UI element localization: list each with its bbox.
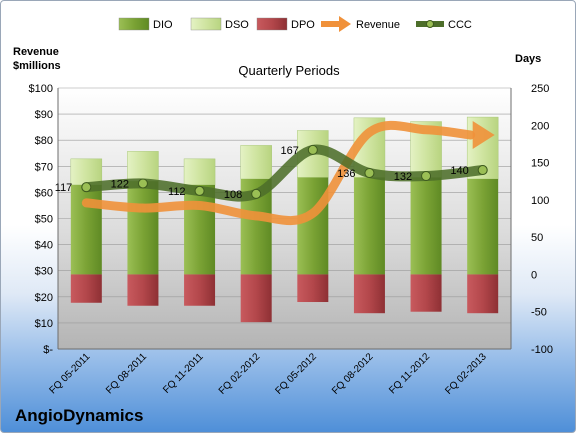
dso-bar xyxy=(240,145,272,180)
dso-bar xyxy=(183,158,216,186)
x-tick-label: FQ 11-2011 xyxy=(161,351,206,396)
ccc-point xyxy=(81,182,92,193)
y-right-tick-label: -50 xyxy=(531,307,547,319)
y-right-tick-label: 0 xyxy=(531,269,537,281)
y-right-tick-label: 150 xyxy=(531,158,549,170)
chart-title: Quarterly Periods xyxy=(238,63,340,78)
x-tick-label: FQ 08-2012 xyxy=(330,351,376,397)
y-right-tick-label: 200 xyxy=(531,120,549,132)
dpo-bar xyxy=(410,274,442,312)
ccc-point xyxy=(421,170,432,181)
y-left-tick-label: $80 xyxy=(35,135,53,147)
ccc-line xyxy=(81,144,488,202)
y-right-tick-label: 250 xyxy=(531,83,549,95)
y-left-tick-label: $30 xyxy=(35,266,53,278)
x-tick-label: FQ 02-2012 xyxy=(217,351,263,397)
dpo-bar xyxy=(127,274,159,306)
x-tick-label: FQ 08-2011 xyxy=(104,351,149,396)
y-left-tick-label: $70 xyxy=(35,161,53,173)
dpo-bar xyxy=(467,274,499,314)
legend-label-ccc: CCC xyxy=(448,19,472,31)
y-left-tick-label: $90 xyxy=(35,109,53,121)
dio-bar xyxy=(297,177,329,275)
x-tick-label: FQ 05-2011 xyxy=(47,351,92,396)
x-tick-label: FQ 05-2012 xyxy=(273,351,319,397)
ccc-point xyxy=(194,185,205,196)
ccc-point xyxy=(251,188,262,199)
ccc-data-label: 108 xyxy=(224,189,242,201)
legend-label-revenue: Revenue xyxy=(356,19,400,31)
ccc-data-label: 112 xyxy=(168,186,186,198)
y-left-tick-label: $60 xyxy=(35,187,53,199)
legend-label-dpo: DPO xyxy=(291,19,315,31)
legend-arrow-revenue xyxy=(339,16,351,32)
y-left-tick-label: $- xyxy=(43,344,53,356)
legend-marker-ccc xyxy=(426,20,434,28)
ccc-point xyxy=(137,178,148,189)
y-right-tick-label: 100 xyxy=(531,195,549,207)
y-right-axis-title: Days xyxy=(515,53,542,65)
legend-swatch-dso xyxy=(190,17,222,31)
legend-swatch-dpo xyxy=(256,17,288,31)
dso-bar xyxy=(70,158,103,186)
y-left-tick-label: $10 xyxy=(35,318,53,330)
x-tick-label: FQ 02-2013 xyxy=(443,351,489,397)
legend: DIO DSO DPO Revenue CCC xyxy=(118,16,472,32)
y-left-tick-label: $40 xyxy=(35,240,53,252)
company-name: AngioDynamics xyxy=(15,406,144,425)
ccc-data-label: 122 xyxy=(111,178,129,190)
dio-bar xyxy=(184,184,216,275)
ccc-data-label: 132 xyxy=(394,171,412,183)
y-left-tick-label: $50 xyxy=(35,214,53,226)
dio-bar xyxy=(410,177,442,275)
dpo-bar xyxy=(353,274,385,314)
y-right-tick-label: -100 xyxy=(531,344,553,356)
legend-swatch-dio xyxy=(118,17,150,31)
legend-label-dso: DSO xyxy=(225,19,249,31)
dso-bar xyxy=(127,151,159,182)
y-left-tick-label: $20 xyxy=(35,292,53,304)
y-left-axis-title: Revenue $millions xyxy=(13,46,61,72)
ccc-data-label: 136 xyxy=(337,168,355,180)
dio-bar xyxy=(353,177,385,275)
revenue-line xyxy=(81,120,476,226)
dio-bar xyxy=(467,178,499,275)
dpo-bar xyxy=(184,274,216,306)
dpo-bar xyxy=(70,274,102,303)
ccc-point xyxy=(477,165,488,176)
dpo-bar xyxy=(297,274,329,303)
legend-label-dio: DIO xyxy=(153,19,173,31)
plot-area: $- $10 $20 $30 $40 $50 $60 $70 $80 $90 $100 -100 -50… xyxy=(29,83,554,397)
ccc-point xyxy=(307,144,318,155)
ccc-data-label: 117 xyxy=(55,182,73,194)
y-right-tick-label: 50 xyxy=(531,232,543,244)
ccc-data-label: 140 xyxy=(450,165,468,177)
ccc-data-label: 167 xyxy=(280,145,298,157)
y-left-tick-label: $100 xyxy=(29,83,53,95)
x-tick-label: FQ 11-2012 xyxy=(387,351,432,396)
dpo-bar xyxy=(240,274,272,323)
ccc-point xyxy=(364,168,375,179)
dio-bar xyxy=(127,181,159,275)
revenue-arrowhead xyxy=(472,120,495,149)
